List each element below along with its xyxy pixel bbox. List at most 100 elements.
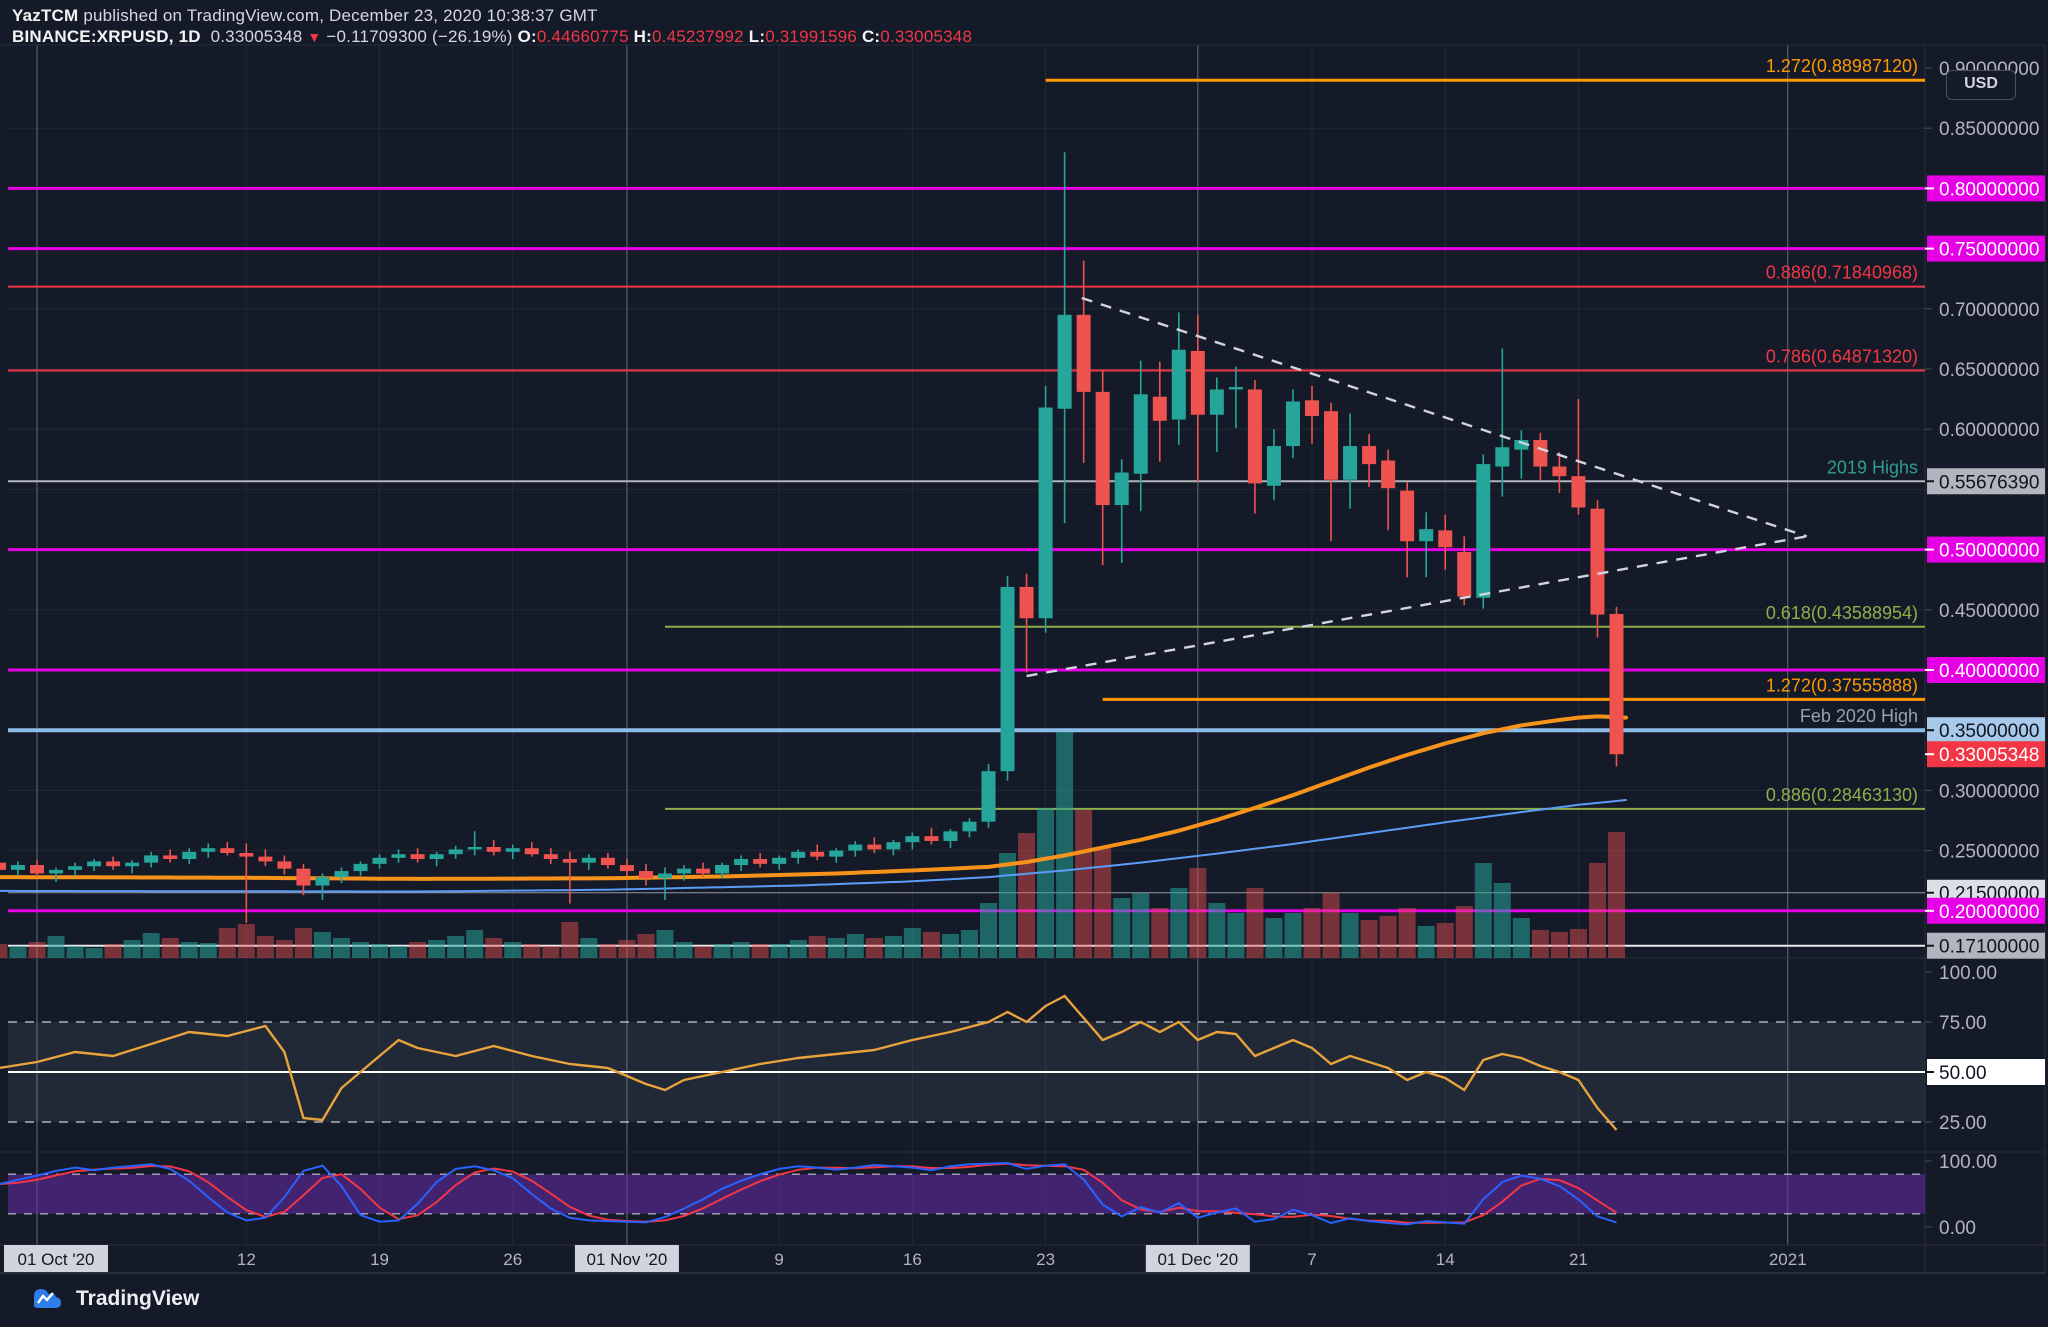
volume-bar — [1151, 908, 1169, 958]
tradingview-footer[interactable]: TradingView — [26, 1286, 199, 1312]
axis-label-box — [1927, 536, 2045, 563]
candle-body — [201, 848, 216, 852]
candle — [1514, 430, 1529, 479]
ohlc-label: O: — [517, 27, 537, 46]
candle — [905, 832, 920, 850]
candle-body — [220, 848, 235, 854]
axis-label: 0.55676390 — [1939, 472, 2039, 493]
volume-bar — [1284, 913, 1302, 958]
candle-body — [619, 865, 634, 872]
tradingview-wordmark: TradingView — [76, 1287, 200, 1310]
time-scale[interactable]: 01 Oct '20 12 19 26 01 Nov '20 9 16 23 01 Dec '2… — [4, 1245, 1807, 1272]
volume-bar — [999, 853, 1017, 958]
time-label: 16 — [903, 1250, 922, 1269]
price-change: −0.11709300 (−26.19%) — [326, 27, 513, 46]
ohlc-value: 0.44660775 — [536, 27, 629, 46]
volume-bar — [1569, 929, 1587, 958]
volume-bar — [1512, 918, 1530, 958]
volume-bar — [1189, 868, 1207, 958]
stoch-pane — [0, 1161, 1925, 1226]
level-lines-layer: 1.272(0.88987120) 0.886(0.71840968) 0.786(… — [8, 56, 1925, 947]
time-label: 12 — [237, 1250, 256, 1269]
candle — [201, 843, 216, 858]
ohlc-label: L: — [743, 27, 766, 46]
candle — [125, 860, 140, 874]
axis-label: 0.50000000 — [1939, 541, 2039, 562]
candle-body — [1609, 613, 1624, 755]
trendline-layer — [1026, 296, 1808, 678]
candle-body — [315, 877, 330, 886]
volume-bar — [1341, 913, 1359, 958]
volume-bar — [237, 924, 255, 958]
candle — [30, 860, 44, 878]
candle-body — [1552, 466, 1567, 477]
time-label: 01 Oct '20 — [18, 1250, 95, 1269]
currency-toggle-button[interactable]: USD — [1946, 70, 2016, 100]
candle — [144, 851, 159, 868]
volume-bar — [218, 928, 236, 958]
candle-body — [1305, 400, 1320, 416]
ohlc-label: H: — [628, 27, 652, 46]
candle-body — [467, 846, 482, 850]
candle-body — [638, 871, 653, 879]
ohlc-value: 0.45237992 — [652, 27, 744, 46]
candle-body — [49, 869, 64, 874]
candle — [753, 853, 768, 868]
volume-bar — [85, 948, 103, 958]
axis-label: 75.00 — [1939, 1013, 1987, 1034]
candle-body — [1362, 446, 1377, 465]
candle — [1171, 312, 1186, 445]
candle-body — [1514, 440, 1529, 450]
candle-body — [1533, 440, 1548, 467]
candle-body — [1266, 446, 1281, 486]
axis-label-box — [1927, 897, 2045, 924]
candle-body — [924, 836, 939, 841]
candle-body — [277, 861, 292, 869]
candlestick-series — [0, 152, 1624, 923]
volume-bar — [1360, 920, 1378, 958]
candle-body — [1228, 387, 1243, 390]
candle-body — [372, 857, 387, 864]
candle-body — [600, 857, 615, 866]
candle-body — [1324, 411, 1339, 480]
candle-body — [448, 849, 463, 855]
candle — [715, 862, 730, 879]
candle — [1076, 260, 1091, 463]
candle-body — [943, 831, 958, 841]
candle-body — [1038, 407, 1053, 619]
stoch-band — [8, 1174, 1925, 1214]
ohlc-label: C: — [857, 27, 881, 46]
candle-body — [1571, 476, 1586, 508]
candle-body — [543, 854, 558, 860]
candle-body — [1209, 389, 1224, 415]
candle — [372, 854, 387, 869]
volume-bar — [884, 936, 902, 958]
candle-body — [1000, 586, 1015, 772]
time-label: 26 — [503, 1250, 522, 1269]
price-scale[interactable]: 0.900000000.850000000.800000000.75000000… — [1925, 59, 2045, 1239]
candle — [1381, 449, 1396, 531]
volume-bar — [1531, 930, 1549, 958]
candle — [1000, 576, 1015, 781]
candle-body — [1095, 391, 1110, 506]
candle — [1019, 573, 1034, 673]
candle — [353, 861, 368, 876]
last-price: 0.33005348 — [210, 27, 303, 46]
volume-bar — [1607, 832, 1625, 958]
time-label: 19 — [370, 1250, 389, 1269]
volume-bar — [1075, 810, 1093, 958]
volume-bar — [1398, 908, 1416, 958]
volume-bar — [161, 938, 179, 958]
candle-body — [791, 851, 806, 858]
candle — [734, 855, 749, 872]
candle — [619, 859, 634, 876]
candle — [1590, 500, 1605, 638]
time-label: 21 — [1569, 1250, 1588, 1269]
volume-layer — [0, 732, 1625, 958]
volume-bar — [0, 944, 8, 958]
candle-body — [334, 871, 349, 878]
volume-bar — [1588, 863, 1606, 958]
volume-bar — [960, 930, 978, 958]
axis-label: 0.00 — [1939, 1218, 1976, 1239]
